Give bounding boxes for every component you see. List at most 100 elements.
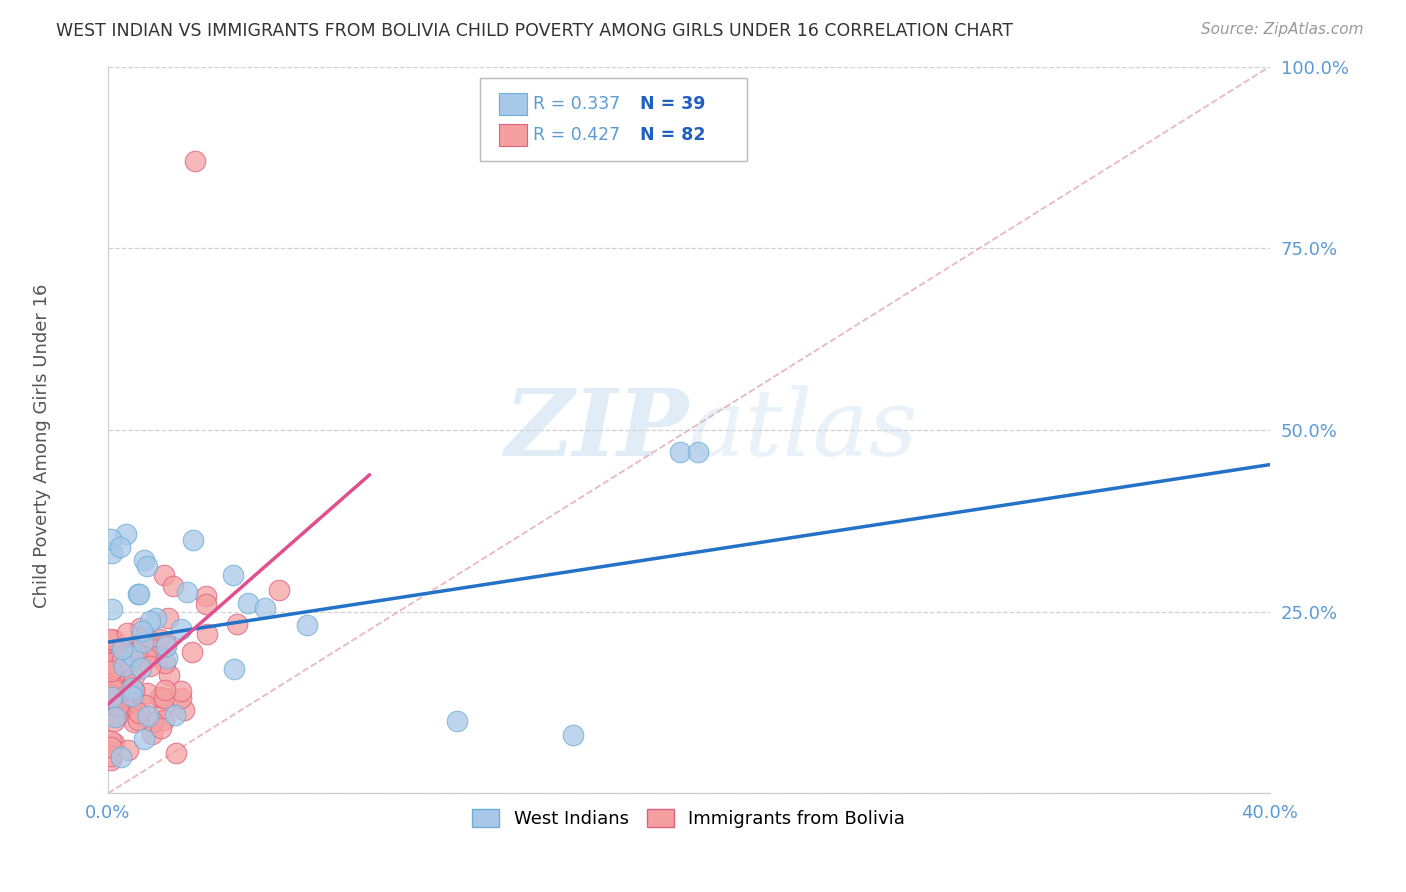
Point: [107, 699, 129, 714]
Point: [105, 709, 128, 723]
Text: WEST INDIAN VS IMMIGRANTS FROM BOLIVIA CHILD POVERTY AMONG GIRLS UNDER 16 CORREL: WEST INDIAN VS IMMIGRANTS FROM BOLIVIA C…: [56, 22, 1014, 40]
FancyBboxPatch shape: [499, 93, 527, 114]
Point: [100, 532, 122, 546]
Point: [101, 665, 124, 680]
Point: [146, 649, 169, 664]
Text: R = 0.337: R = 0.337: [533, 95, 620, 112]
Point: [184, 154, 207, 169]
Point: [149, 632, 172, 647]
Point: [156, 650, 179, 665]
Point: [138, 659, 160, 673]
Text: Source: ZipAtlas.com: Source: ZipAtlas.com: [1201, 22, 1364, 37]
Point: [446, 714, 468, 728]
Point: [129, 621, 152, 635]
Point: [100, 739, 122, 754]
Point: [103, 681, 125, 695]
Point: [103, 669, 125, 683]
Point: [103, 714, 125, 728]
Point: [155, 683, 177, 698]
Point: [124, 668, 146, 682]
Point: [118, 647, 141, 661]
Point: [170, 684, 193, 698]
Point: [100, 688, 122, 702]
Point: [104, 710, 127, 724]
Point: [297, 617, 319, 632]
Point: [112, 659, 135, 673]
Point: [108, 540, 131, 554]
Point: [115, 692, 138, 706]
Point: [134, 698, 156, 712]
Point: [100, 753, 122, 767]
Point: [132, 634, 155, 648]
Point: [134, 732, 156, 747]
Point: [134, 628, 156, 642]
Point: [125, 646, 148, 660]
Point: [112, 689, 135, 703]
Point: [117, 626, 139, 640]
Text: atlas: atlas: [689, 385, 918, 475]
Point: [136, 686, 159, 700]
Text: N = 82: N = 82: [640, 126, 706, 144]
Point: [225, 616, 247, 631]
Point: [267, 582, 290, 597]
Point: [173, 703, 195, 717]
Text: Child Poverty Among Girls Under 16: Child Poverty Among Girls Under 16: [34, 284, 51, 608]
Point: [145, 611, 167, 625]
Text: N = 39: N = 39: [640, 95, 706, 112]
Point: [122, 648, 145, 663]
Point: [122, 682, 145, 697]
Point: [134, 553, 156, 567]
Point: [129, 661, 152, 675]
Point: [194, 589, 217, 603]
Point: [127, 713, 149, 727]
Point: [110, 750, 132, 764]
Point: [669, 444, 692, 458]
Point: [141, 648, 163, 663]
Point: [121, 681, 143, 695]
Point: [169, 622, 191, 636]
Point: [105, 684, 128, 698]
Point: [115, 662, 138, 676]
Point: [152, 713, 174, 727]
Point: [181, 533, 204, 547]
Point: [142, 715, 165, 730]
Point: [100, 664, 122, 678]
Point: [149, 690, 172, 705]
Point: [114, 527, 136, 541]
Point: [111, 642, 134, 657]
Point: [561, 728, 583, 742]
Point: [124, 645, 146, 659]
Point: [108, 701, 131, 715]
Point: [156, 611, 179, 625]
Point: [138, 709, 160, 723]
Point: [108, 648, 131, 663]
Point: [101, 681, 124, 696]
Point: [686, 444, 709, 458]
Point: [236, 596, 259, 610]
Point: [100, 649, 122, 664]
Point: [155, 639, 177, 653]
Point: [100, 748, 122, 763]
Point: [111, 653, 134, 667]
Point: [152, 691, 174, 706]
Point: [101, 601, 124, 615]
Point: [169, 690, 191, 705]
Point: [103, 661, 125, 675]
Point: [155, 656, 177, 670]
Text: R = 0.427: R = 0.427: [533, 126, 620, 144]
FancyBboxPatch shape: [479, 78, 747, 161]
Point: [150, 721, 173, 735]
Point: [165, 708, 187, 723]
Point: [100, 686, 122, 700]
Point: [122, 715, 145, 730]
Point: [135, 558, 157, 573]
Point: [165, 747, 187, 761]
Point: [155, 636, 177, 650]
Point: [117, 683, 139, 698]
Point: [120, 698, 142, 712]
Point: [135, 650, 157, 665]
Point: [103, 736, 125, 750]
Point: [222, 568, 245, 582]
Point: [103, 696, 125, 710]
Point: [103, 633, 125, 648]
